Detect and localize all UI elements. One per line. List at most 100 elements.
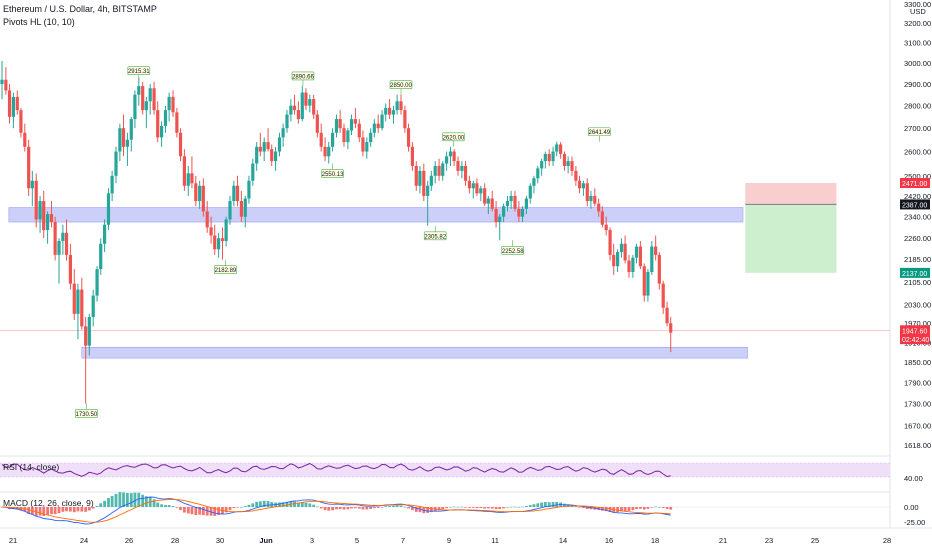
candle-body xyxy=(654,246,658,255)
macd-histogram-bar xyxy=(99,503,103,507)
time-axis-label: 28 xyxy=(883,536,891,545)
macd-histogram-bar xyxy=(198,507,202,515)
macd-histogram-bar xyxy=(53,507,57,515)
macd-histogram-bar xyxy=(475,507,479,509)
candle-body xyxy=(467,180,471,189)
time-axis-label: 9 xyxy=(447,536,451,545)
rsi-line xyxy=(1,462,671,478)
candle-body xyxy=(410,146,414,166)
macd-histogram-bar xyxy=(585,507,589,509)
macd-histogram-bar xyxy=(243,506,247,507)
macd-histogram-bar xyxy=(293,501,296,507)
macd-histogram-bar xyxy=(513,506,517,508)
candle-body xyxy=(334,119,339,133)
macd-histogram-bar xyxy=(399,505,403,507)
macd-histogram-bar xyxy=(483,507,487,509)
pivot-label-box xyxy=(442,132,465,142)
macd-histogram-bar xyxy=(452,506,456,508)
macd-histogram-bar xyxy=(392,505,395,507)
macd-histogram-bar xyxy=(194,507,198,516)
macd-histogram-bar xyxy=(437,507,441,511)
rsi-band xyxy=(0,463,890,477)
candle-body xyxy=(479,188,483,194)
candle-body xyxy=(11,96,15,117)
macd-histogram-bar xyxy=(627,507,631,512)
macd-histogram-bar xyxy=(384,506,388,507)
macd-histogram-bar xyxy=(240,506,243,508)
candle-body xyxy=(27,146,31,189)
candle-body xyxy=(395,101,399,111)
macd-histogram-bar xyxy=(76,507,80,512)
pivot-label-box xyxy=(127,66,151,76)
candle-body xyxy=(517,208,521,217)
macd-histogram-bar xyxy=(133,492,137,507)
candle-body xyxy=(502,206,506,217)
candle-body xyxy=(342,128,346,143)
macd-histogram-bar xyxy=(543,502,547,507)
candle-body xyxy=(103,224,107,244)
macd-histogram-bar xyxy=(126,493,129,507)
candle-body xyxy=(224,219,228,241)
price-tick-label: 2185.00 xyxy=(904,255,931,264)
macd-histogram-bar xyxy=(209,507,213,516)
macd-histogram-bar xyxy=(144,496,148,507)
macd-line xyxy=(1,496,671,525)
macd-histogram-bar xyxy=(661,507,665,508)
macd-histogram-bar xyxy=(395,505,399,507)
macd-histogram-bar xyxy=(201,507,205,516)
time-axis-label: 3 xyxy=(310,536,314,545)
macd-histogram-bar xyxy=(213,507,217,516)
candle-body xyxy=(327,146,331,157)
pivot-label: 2305.82 xyxy=(424,234,446,240)
macd-histogram-bar xyxy=(582,507,585,509)
macd-histogram-bar xyxy=(338,507,342,510)
macd-histogram-bar xyxy=(471,507,475,508)
candle-body xyxy=(7,90,12,117)
macd-histogram-bar xyxy=(479,507,483,509)
macd-histogram-bar xyxy=(152,499,156,507)
macd-histogram-bar xyxy=(304,503,308,507)
candle-body xyxy=(247,180,251,199)
candle-body xyxy=(631,257,635,273)
candle-body xyxy=(657,254,661,284)
candle-body xyxy=(53,222,57,255)
candle-body xyxy=(319,132,323,147)
macd-histogram-bar xyxy=(175,507,179,508)
candle-body xyxy=(486,198,490,204)
macd-histogram-bar xyxy=(414,507,418,512)
candle-body xyxy=(34,180,38,220)
pivot-label: 2641.49 xyxy=(589,130,611,136)
macd-histogram-bar xyxy=(300,502,304,507)
candle-body xyxy=(277,137,282,152)
macd-histogram-bar xyxy=(521,506,524,508)
macd-histogram-bar xyxy=(224,507,228,513)
macd-histogram-bar xyxy=(156,502,160,507)
time-axis-label: Jun xyxy=(259,536,273,545)
candle-body xyxy=(669,323,673,333)
macd-signal-line xyxy=(1,499,671,523)
macd-histogram-bar xyxy=(456,506,460,508)
candle-body xyxy=(0,79,4,84)
macd-histogram-bar xyxy=(50,507,53,515)
candle-body xyxy=(262,142,266,152)
candle-body xyxy=(315,114,319,133)
price-tag xyxy=(900,334,930,345)
candle-body xyxy=(270,149,274,162)
macd-histogram-bar xyxy=(281,502,285,507)
candle-body xyxy=(228,201,232,220)
pivot-label: 1730.50 xyxy=(76,412,98,418)
macd-histogram-bar xyxy=(327,507,331,511)
macd-histogram-bar xyxy=(350,507,353,509)
macd-histogram-bar xyxy=(65,507,68,512)
pivot-label-box xyxy=(321,169,344,178)
candle-body xyxy=(380,114,384,129)
candle-body xyxy=(95,269,99,296)
macd-histogram-bar xyxy=(251,503,255,507)
candle-body xyxy=(190,173,194,184)
macd-histogram-bar xyxy=(262,500,266,507)
candle-body xyxy=(308,99,312,106)
candle-body xyxy=(76,289,80,314)
price-tick-label: 1850.00 xyxy=(904,358,931,367)
candle-body xyxy=(114,151,118,176)
candle-body xyxy=(555,144,559,152)
